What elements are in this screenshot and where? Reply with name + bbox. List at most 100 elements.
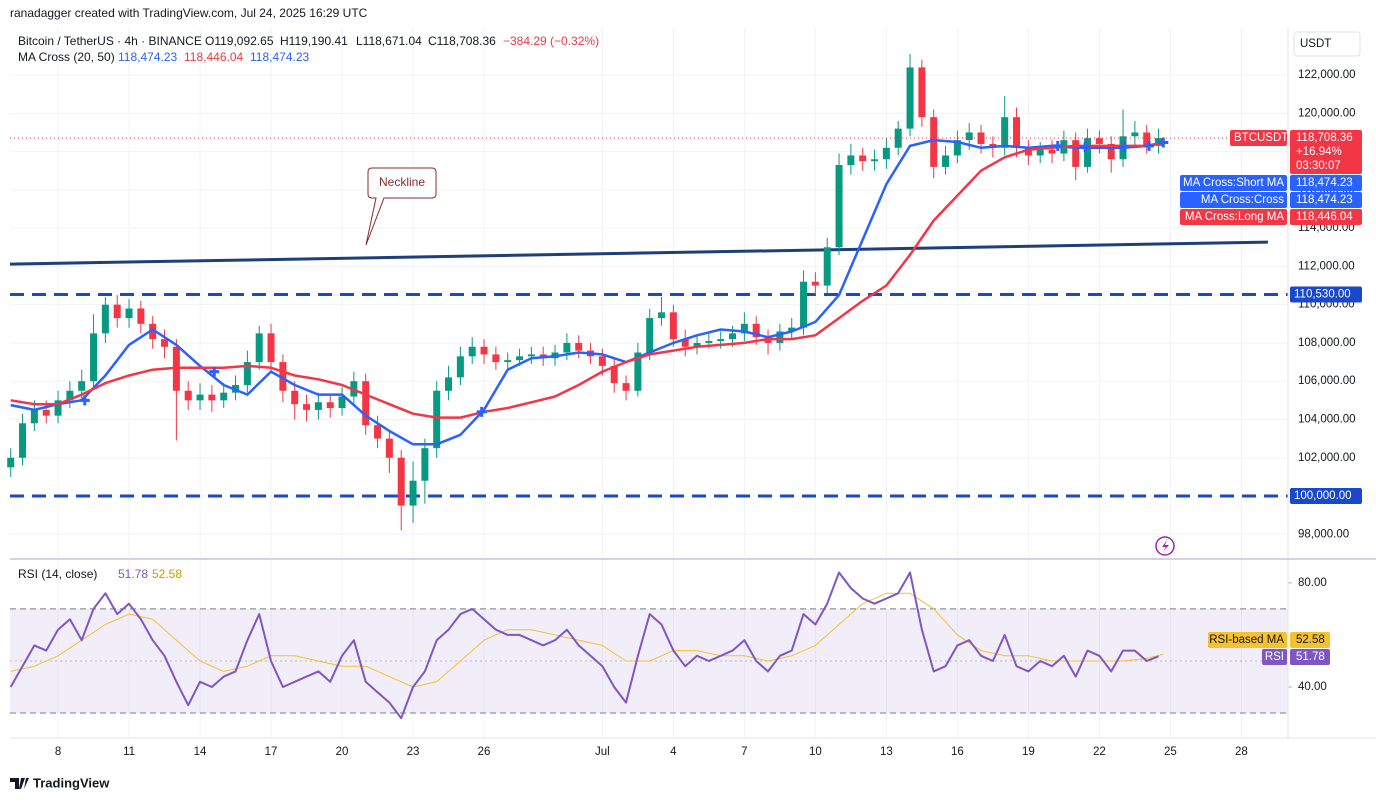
candle-body: [516, 356, 524, 361]
neckline-callout: Neckline: [365, 167, 437, 246]
candle-body: [456, 356, 464, 378]
brand: TradingView: [10, 775, 110, 790]
candle-body: [480, 346, 488, 355]
brand-logo: [10, 778, 29, 789]
currency-box[interactable]: [1293, 31, 1361, 57]
candle-body: [930, 117, 938, 167]
indicator-value: 118,474.23: [118, 50, 177, 64]
candle-body: [776, 331, 784, 343]
alert-icon[interactable]: [1155, 536, 1175, 556]
y-tick-label: 106,000.00: [1298, 375, 1356, 387]
candle-body: [184, 390, 192, 401]
candle-body: [1084, 138, 1092, 167]
candle-body: [492, 354, 500, 363]
candle-body: [255, 333, 263, 363]
callout-text: Neckline: [379, 175, 425, 189]
candle-body: [54, 400, 62, 416]
candle-body: [196, 394, 204, 401]
rsi-legend: RSI (14, close): [18, 567, 97, 581]
ma-cross: [1144, 140, 1155, 151]
ma-value: 118,474.23: [1296, 177, 1353, 189]
y-tick-label: 120,000.00: [1298, 107, 1356, 119]
neckline: [9, 240, 1268, 266]
candle-body: [918, 67, 926, 118]
candle-body: [1095, 138, 1103, 144]
indicator-value: 118,474.23: [250, 50, 309, 64]
x-tick-label: 26: [478, 746, 491, 758]
y-tick-label: 104,000.00: [1298, 414, 1356, 426]
candle-body: [563, 342, 571, 353]
ma-name: MA Cross:Long MA: [1185, 211, 1284, 223]
candle-body: [823, 247, 831, 286]
candle-body: [362, 381, 370, 426]
candle-body: [847, 155, 855, 165]
ma-name-box: [1180, 209, 1287, 226]
ma-cross: [476, 406, 487, 417]
ohlc-close: C118,708.36: [428, 34, 496, 48]
candle-body: [445, 377, 453, 391]
indicator-value: 118,446.04: [184, 50, 243, 64]
candle-body: [90, 333, 98, 382]
candle-body: [504, 360, 512, 363]
last-change: +16.94%: [1296, 146, 1342, 158]
ma-value-box: [1290, 192, 1362, 209]
candle-body: [693, 342, 701, 347]
candle-body: [7, 457, 15, 468]
ohlc-change: −384.29 (−0.32%): [503, 34, 599, 48]
candle-body: [303, 404, 311, 410]
candle-body: [658, 312, 666, 319]
candle-body: [1107, 143, 1115, 160]
ohlc-high: H119,190.41: [280, 34, 348, 48]
ma-cross: [1119, 141, 1130, 152]
candle-body: [752, 323, 760, 338]
ohlc-low: L118,671.04: [356, 34, 422, 48]
indicator-legend: MA Cross (20, 50): [18, 50, 115, 64]
candle-body: [42, 409, 50, 416]
candle-body: [19, 423, 27, 458]
candle-body: [291, 390, 299, 405]
candle-body: [717, 339, 725, 342]
last-price: 118,708.36: [1296, 132, 1353, 144]
candle-body: [835, 164, 843, 248]
candle-body: [953, 140, 961, 156]
alert-bolt: [1162, 540, 1169, 552]
x-tick-label: 14: [194, 746, 207, 758]
rsi-tick-label: 80.00: [1298, 577, 1327, 589]
countdown: 03:30:07: [1296, 160, 1341, 172]
candle-body: [161, 339, 169, 347]
candle-body: [646, 318, 654, 353]
candle-body: [397, 457, 405, 506]
x-tick-label: 25: [1164, 746, 1177, 758]
candle-body: [338, 396, 346, 408]
last-price-box: [1290, 130, 1362, 175]
overlay: 110,530.00 100,000.00 118,708.36 +16.94% 03:…: [1180, 130, 1362, 665]
candle-body: [243, 362, 251, 386]
candle-body: [669, 312, 677, 340]
x-tick-label: 10: [809, 746, 822, 758]
candle-body: [871, 159, 879, 162]
candle-body: [267, 333, 275, 363]
x-tick-label: 11: [123, 746, 135, 758]
x-tick-label: 4: [670, 746, 677, 758]
candle-body: [977, 132, 985, 144]
candle-body: [681, 339, 689, 347]
rsi-legend-value: 51.78: [118, 567, 148, 581]
candle-body: [433, 390, 441, 449]
candle-body: [1143, 132, 1151, 146]
candle-body: [1013, 117, 1021, 148]
candle-body: [598, 356, 606, 366]
y-tick-label: 112,000.00: [1298, 260, 1355, 272]
x-tick-label: 20: [336, 746, 349, 758]
ma-cross: [79, 395, 90, 406]
level-label: 100,000.00: [1294, 490, 1352, 502]
candle-body: [1001, 117, 1009, 148]
candle-body: [622, 383, 630, 391]
x-tick-label: 8: [55, 746, 61, 758]
candle-body: [527, 354, 535, 357]
candle-body: [279, 362, 287, 391]
ma-name: MA Cross:Cross: [1201, 194, 1284, 206]
candle-body: [610, 365, 618, 384]
candle-body: [906, 67, 914, 129]
candle-body: [374, 425, 382, 439]
